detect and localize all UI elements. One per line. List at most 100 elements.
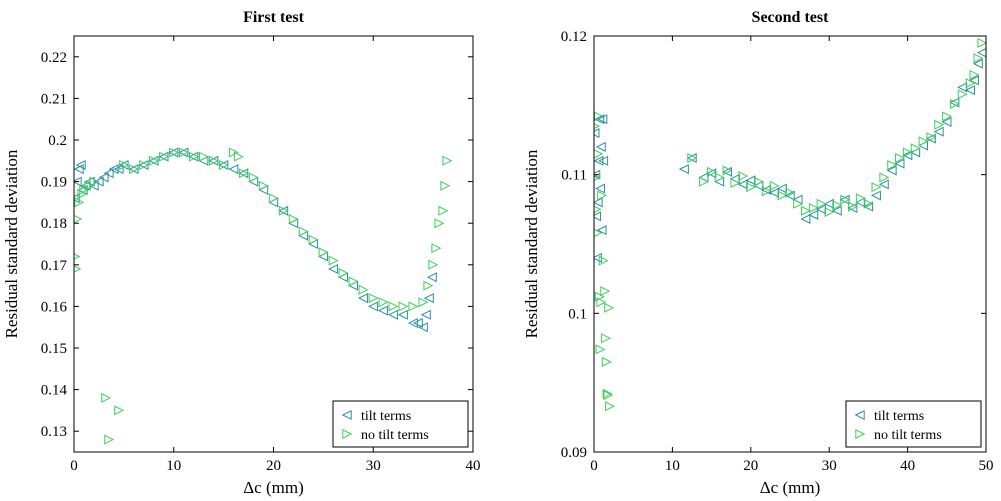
data-point	[594, 228, 603, 238]
data-point	[159, 151, 170, 162]
data-point	[594, 291, 605, 302]
data-point	[74, 176, 82, 187]
data-point	[74, 214, 83, 224]
y-tick-label: 0.17	[41, 258, 68, 274]
data-point	[949, 98, 960, 109]
data-point	[368, 293, 379, 304]
y-tick-label: 0.14	[41, 383, 68, 399]
data-point	[863, 201, 874, 212]
y-axis-label: Residual standard deviation	[2, 149, 21, 338]
x-tick-label: 10	[665, 458, 680, 474]
data-point	[328, 263, 339, 274]
data-point	[926, 132, 937, 143]
data-point	[594, 149, 604, 159]
data-point	[604, 401, 615, 412]
data-point	[423, 280, 434, 291]
data-point	[387, 309, 398, 320]
data-point	[228, 164, 239, 175]
data-point	[831, 205, 842, 216]
data-point	[408, 301, 419, 312]
data-point	[706, 166, 717, 177]
x-tick-label: 20	[743, 458, 758, 474]
data-point	[894, 158, 905, 169]
data-point	[699, 176, 710, 187]
data-point	[198, 151, 209, 162]
data-point	[298, 226, 309, 237]
y-tick-label: 0.16	[41, 299, 68, 315]
data-point	[832, 200, 843, 211]
plot-area	[594, 36, 986, 452]
data-point	[871, 182, 882, 193]
data-point	[942, 111, 953, 122]
y-axis-label: Residual standard deviation	[522, 149, 541, 338]
data-point	[595, 141, 606, 152]
data-point	[973, 53, 984, 64]
x-axis-label: Δc (mm)	[760, 478, 821, 497]
data-point	[601, 333, 612, 344]
data-point	[84, 180, 95, 191]
data-point	[808, 209, 819, 220]
chart-title: Second test	[752, 9, 830, 26]
data-point	[169, 147, 180, 158]
data-point	[248, 172, 259, 183]
data-point	[949, 97, 960, 108]
data-point	[808, 202, 819, 213]
data-point	[902, 147, 913, 158]
data-point	[228, 147, 239, 158]
y-tick-label: 0.13	[41, 424, 67, 440]
data-point	[848, 201, 859, 212]
data-point	[398, 301, 409, 312]
data-point	[397, 309, 408, 320]
data-point	[74, 253, 81, 260]
data-point	[93, 176, 104, 187]
data-point	[258, 180, 269, 191]
data-point	[407, 318, 418, 329]
data-point	[969, 69, 980, 80]
data-point	[598, 255, 609, 266]
data-point	[823, 198, 834, 209]
data-point	[965, 78, 976, 89]
legend-marker	[855, 428, 866, 440]
data-point	[840, 194, 851, 205]
chart-panel-first-test: 0 10 20 30 40 0.13 0.14 0.15 0.16 0.17 0.18 0.19 0.2…	[2, 9, 481, 497]
data-point	[179, 147, 190, 158]
data-points	[594, 37, 986, 412]
legend-entry-no-tilt-terms: no tilt terms	[361, 428, 429, 443]
data-point	[601, 356, 612, 367]
data-point	[761, 186, 772, 197]
x-tick-label: 20	[266, 458, 281, 474]
data-point	[278, 205, 289, 216]
data-point	[103, 168, 114, 179]
data-point	[738, 171, 749, 182]
data-point	[388, 301, 399, 312]
data-point	[824, 207, 835, 218]
y-tick-label: 0.18	[41, 216, 67, 232]
data-point	[412, 318, 423, 329]
series-no-tilt-terms	[594, 37, 986, 412]
data-point	[879, 172, 890, 183]
data-point	[902, 150, 913, 161]
legend-box	[332, 400, 469, 448]
data-point	[440, 180, 451, 191]
data-point	[418, 297, 429, 308]
data-point	[910, 143, 921, 154]
data-point	[800, 205, 811, 216]
legend: tilt terms no tilt terms	[332, 400, 469, 448]
data-point	[378, 297, 389, 308]
data-point	[348, 276, 359, 287]
legend-entry-no-tilt-terms: no tilt terms	[874, 428, 942, 443]
series-no-tilt-terms	[74, 147, 453, 445]
data-point	[594, 111, 605, 122]
legend-marker	[341, 409, 352, 421]
data-point	[594, 173, 601, 181]
data-point	[769, 187, 780, 198]
data-point	[722, 165, 733, 176]
data-point	[358, 284, 369, 295]
data-point	[777, 190, 788, 201]
data-point	[108, 164, 119, 175]
legend-box	[845, 400, 982, 448]
x-tick-label: 10	[166, 458, 181, 474]
data-point	[976, 48, 986, 58]
data-point	[918, 136, 929, 147]
data-point	[600, 286, 611, 297]
